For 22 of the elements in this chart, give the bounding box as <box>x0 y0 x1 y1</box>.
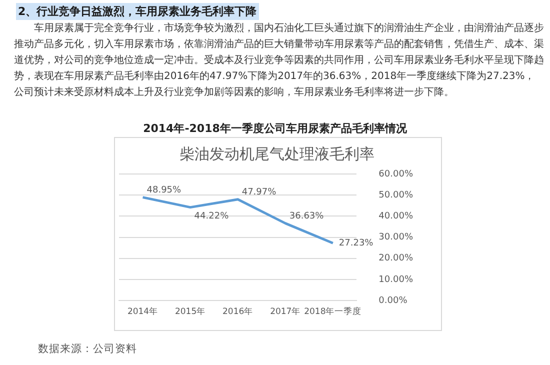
x-tick-label: 2018年一季度 <box>304 306 362 317</box>
data-label: 36.63% <box>289 212 324 222</box>
x-tick-label: 2017年 <box>270 306 301 317</box>
text: 2、行业竞争日益激烈，车用尿素业务毛利率下降 <box>16 3 259 20</box>
y-tick-label: 40.00% <box>378 212 414 222</box>
y-tick-label: 10.00% <box>378 274 414 285</box>
x-tick-label: 2014年 <box>127 306 158 317</box>
x-tick-label: 2016年 <box>222 306 254 317</box>
y-tick-label: 50.00% <box>378 190 414 200</box>
chart-title: 2014年-2018年一季度公司车用尿素产品毛利率情况 <box>142 121 408 136</box>
y-tick-label: 30.00% <box>378 232 414 243</box>
x-tick-label: 2015年 <box>174 306 206 317</box>
chart-subtitle: 柴油发动机尾气处理液毛利率 <box>180 144 374 163</box>
y-tick-label: 0.00% <box>378 296 408 306</box>
data-label: 44.22% <box>194 212 230 222</box>
data-label: 48.95% <box>146 186 182 196</box>
source-note: 数据来源：公司资料 <box>38 342 137 356</box>
text: 车用尿素属于完全竞争行业，市场竞争较为激烈，国内石油化工巨头通过旗下的润滑油生产企业，由润滑油产品逐步推动产品多元化，切入车用尿素市场，依靠润滑油产品的巨大销量带动车用尿素等产品的配套销售，凭借生产、成本、渠道优势，对公司的竞争地位造成一定冲击。受成本及行业竞争等因素的共同作用，公司车用尿素业务毛利水平呈现下降趋势，表现在车用尿素产品毛利率由2016年的47.97%下降为2017年的36.63%，2018年一季度继续下降为27.23%，公司预计未来受原材料成本上升及行业竞争加剧等因素的影响，车用尿素业务毛利率将进一步下降。 <box>14 22 544 100</box>
y-tick-label: 60.00% <box>378 169 414 180</box>
data-label: 47.97% <box>242 188 277 198</box>
data-label: 27.23% <box>338 238 374 248</box>
y-tick-label: 20.00% <box>378 254 414 264</box>
